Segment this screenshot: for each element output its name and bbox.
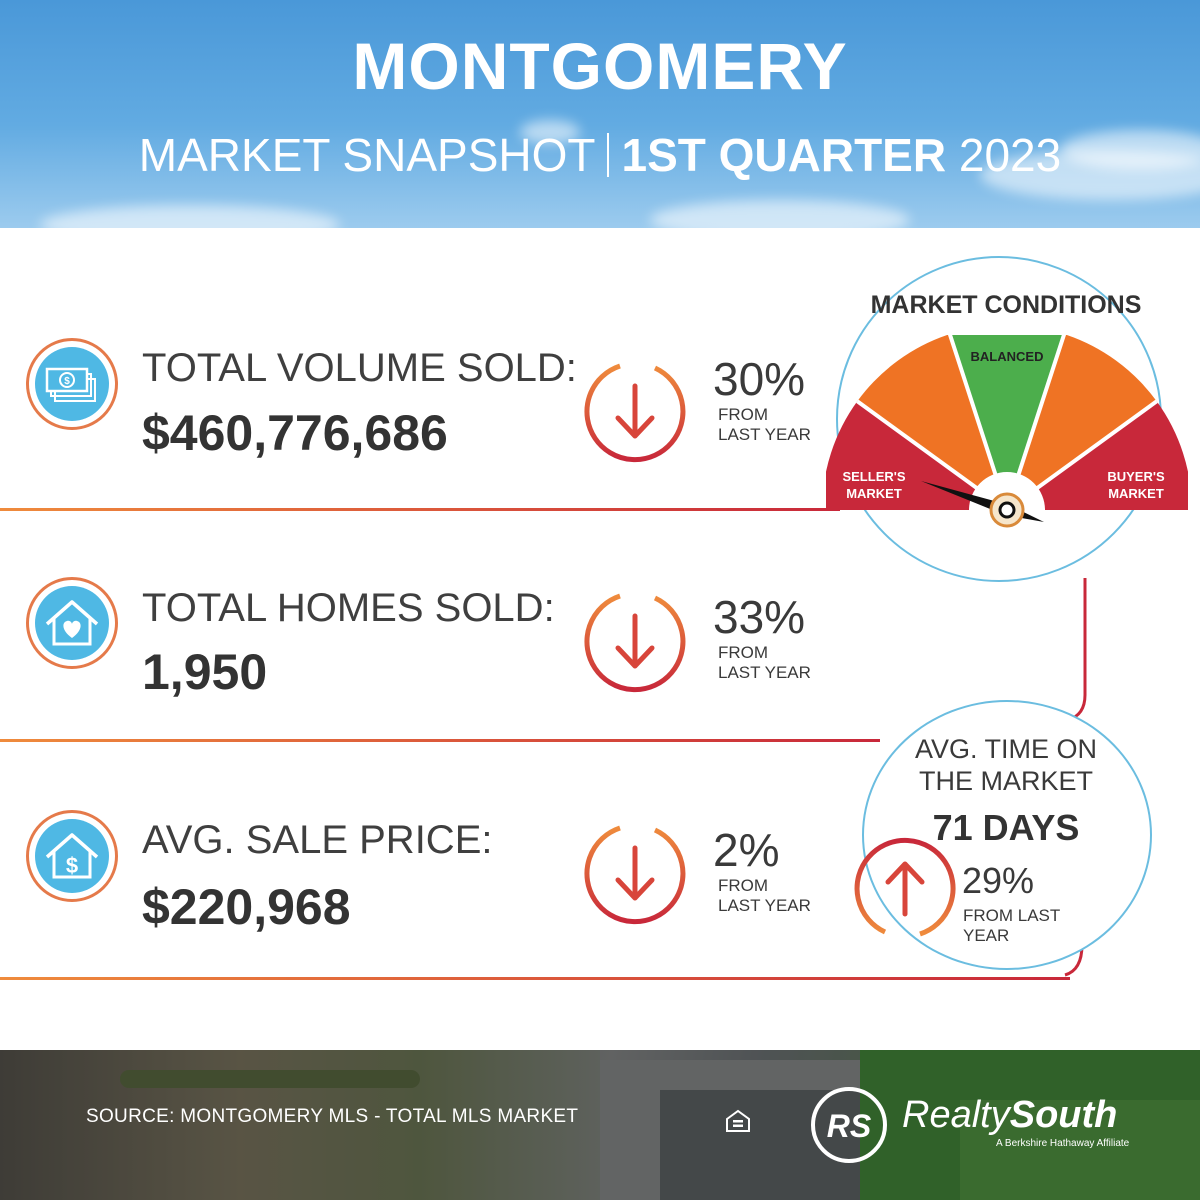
money-icon: $ (45, 367, 96, 402)
down-arrow-icon (584, 593, 686, 693)
gauge-segment-orange (857, 335, 1007, 510)
subtitle-quarter: 1ST QUARTER (621, 129, 947, 181)
source-note: SOURCE: MONTGOMERY MLS - TOTAL MLS MARKE… (86, 1106, 579, 1127)
house-heart-icon (45, 600, 99, 646)
stat-icon-ring (26, 577, 118, 669)
brand-name: RealtySouth (902, 1094, 1117, 1137)
change-note-line: YEAR (963, 926, 1010, 945)
market-conditions-title: MARKET CONDITIONS (870, 291, 1142, 319)
brand-tagline: A Berkshire Hathaway Affiliate (996, 1138, 1130, 1149)
avg-time-label-line: AVG. TIME ON (914, 734, 1098, 764)
equal-housing-icon (726, 1109, 750, 1132)
page-subtitle: MARKET SNAPSHOT 1ST QUARTER 2023 (0, 128, 1200, 182)
svg-text:$: $ (66, 853, 78, 878)
subtitle-year: 2023 (958, 129, 1062, 181)
stat-icon-ring: $ (26, 338, 118, 430)
change-note-line: FROM (718, 643, 769, 662)
avg-time-label-line: THE MARKET (918, 766, 1093, 796)
up-arrow-icon (854, 837, 956, 937)
realtysouth-logo-icon: RS (811, 1087, 887, 1163)
gauge-label-buyer: BUYER'S (1107, 469, 1165, 484)
footer-aerial-photo (0, 1050, 1200, 1200)
gauge-label-buyer-market: MARKET (1108, 486, 1164, 501)
change-note-line: LAST YEAR (718, 425, 811, 444)
subtitle-divider (607, 133, 610, 177)
stat-value: 1,950 (142, 644, 268, 700)
avg-time-change-note: FROM LAST YEAR (963, 906, 1083, 946)
change-note-line: FROM (718, 405, 769, 424)
subtitle-light: MARKET SNAPSHOT (138, 129, 596, 181)
header-banner (0, 0, 1200, 228)
brand-name-light: Realty (902, 1094, 1010, 1136)
gauge-label-balanced: BALANCED (971, 349, 1044, 364)
row-divider (0, 977, 1070, 980)
stat-label: TOTAL HOMES SOLD: (142, 586, 555, 630)
market-gauge: BALANCED SELLER'S MARKET BUYER'S MARKET (826, 335, 1188, 535)
stat-label: AVG. SALE PRICE: (142, 818, 493, 862)
stat-label: TOTAL VOLUME SOLD: (142, 346, 577, 390)
svg-text:$: $ (64, 376, 70, 387)
stat-icon-ring: $ (26, 810, 118, 902)
gauge-segment-buyer (1007, 401, 1188, 510)
stat-value: $220,968 (142, 879, 351, 935)
change-note-line: LAST YEAR (718, 663, 811, 682)
row-divider (0, 508, 840, 511)
change-note: FROM LAST YEAR (718, 876, 848, 916)
change-note-line: FROM (718, 876, 769, 895)
row-divider (0, 739, 880, 742)
house-dollar-icon: $ (45, 833, 99, 879)
avg-time-change: 29% (962, 860, 1035, 901)
brand-name-bold: South (1009, 1094, 1118, 1136)
change-note: FROM LAST YEAR (718, 643, 848, 683)
avg-time-circle (862, 700, 1152, 970)
page-title: MONTGOMERY (352, 29, 848, 103)
change-note-line: FROM LAST (963, 906, 1061, 925)
down-arrow-icon (584, 363, 686, 463)
avg-time-label: AVG. TIME ON THE MARKET (875, 733, 1137, 797)
gauge-segment-balanced (950, 335, 1064, 510)
change-percent: 2% (713, 824, 780, 876)
gauge-label-seller-market: MARKET (846, 486, 902, 501)
stat-value: $460,776,686 (142, 405, 448, 461)
footer-overlay (0, 1050, 1200, 1200)
change-percent: 30% (713, 353, 806, 405)
gauge-segment-orange (1007, 335, 1157, 510)
gauge-label-seller: SELLER'S (842, 469, 905, 484)
change-note: FROM LAST YEAR (718, 405, 848, 445)
logo-initials: RS (827, 1108, 872, 1144)
gauge-segment-seller (826, 401, 1007, 510)
change-percent: 33% (713, 591, 806, 643)
avg-time-value: 71 DAYS (932, 807, 1080, 848)
change-note-line: LAST YEAR (718, 896, 811, 915)
down-arrow-icon (584, 825, 686, 925)
